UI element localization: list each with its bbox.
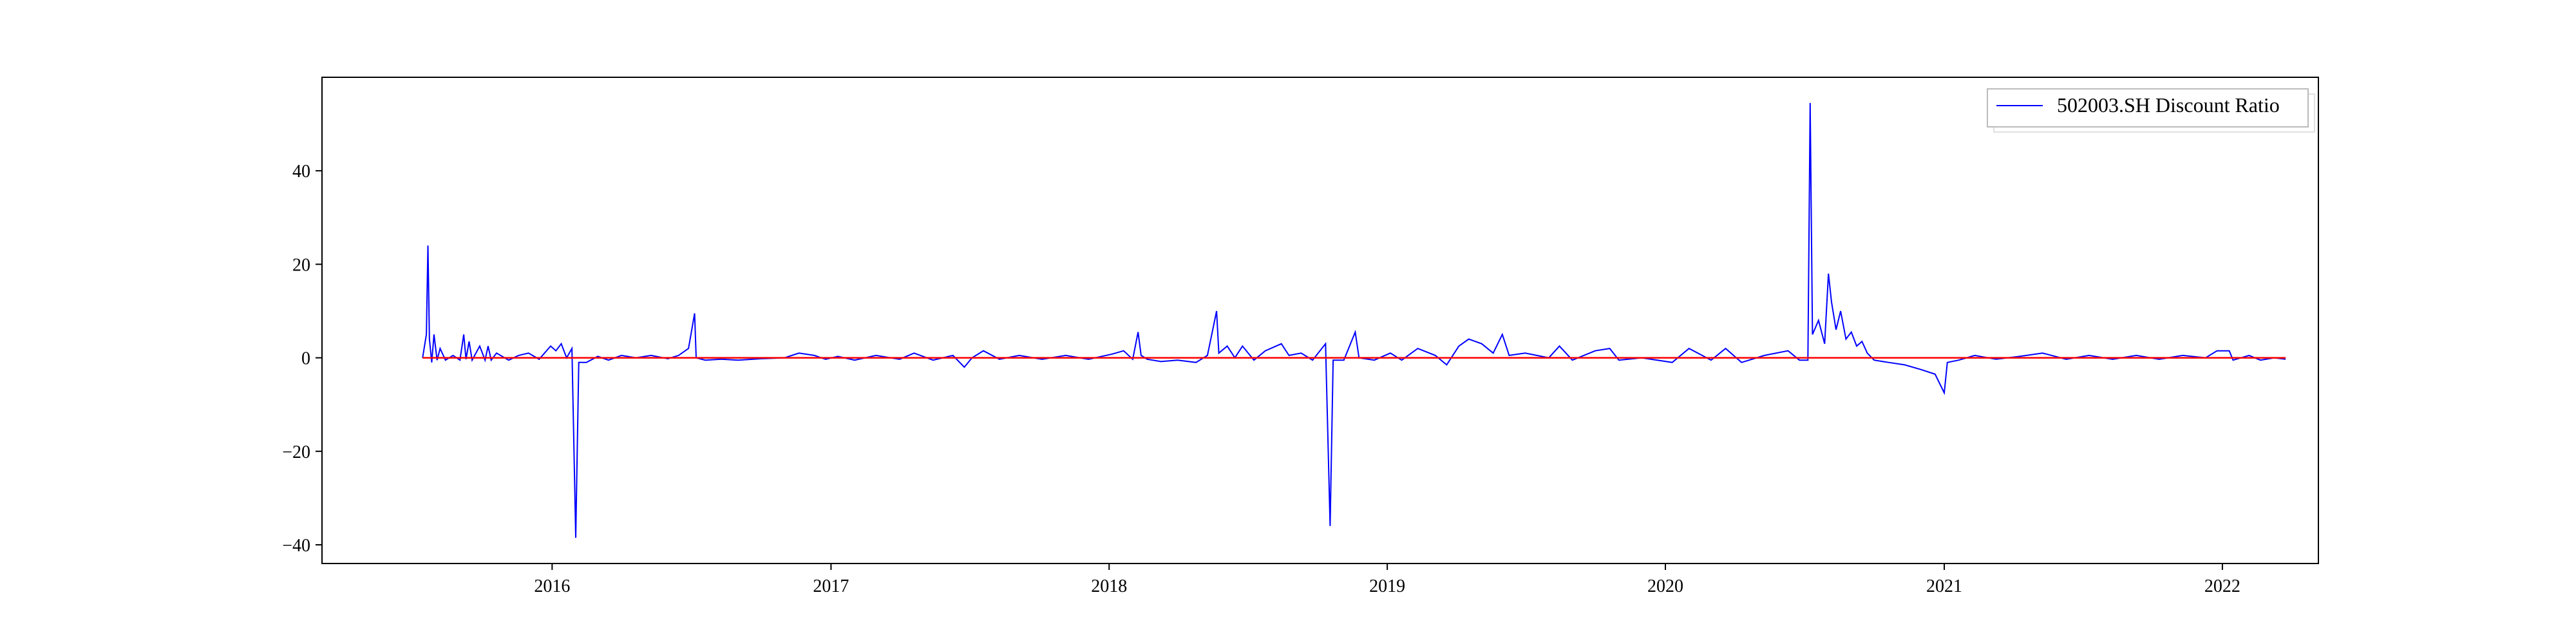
plot-area (422, 102, 2286, 538)
x-tick-label: 2016 (534, 576, 570, 596)
y-tick-label: 0 (301, 349, 310, 369)
x-axis: 2016 2017 2018 2019 2020 2021 2022 (534, 564, 2240, 596)
x-tick-label: 2022 (2204, 576, 2240, 596)
x-tick-label: 2017 (813, 576, 849, 596)
legend-box (1987, 88, 2309, 128)
y-tick-label: −40 (282, 536, 310, 556)
legend-label: 502003.SH Discount Ratio (2057, 93, 2280, 117)
x-tick-label: 2019 (1369, 576, 1405, 596)
x-tick-label: 2020 (1647, 576, 1683, 596)
y-tick-label: 40 (292, 162, 310, 182)
x-tick-label: 2018 (1091, 576, 1127, 596)
y-tick-label: 20 (292, 255, 310, 275)
y-axis: 40 20 0 −20 −40 (282, 162, 322, 556)
y-tick-label: −20 (282, 442, 310, 462)
axes-frame (321, 77, 2319, 564)
x-tick-label: 2021 (1926, 576, 1962, 596)
series-line-discount-ratio (422, 102, 2286, 538)
legend: 502003.SH Discount Ratio (1987, 88, 2315, 133)
